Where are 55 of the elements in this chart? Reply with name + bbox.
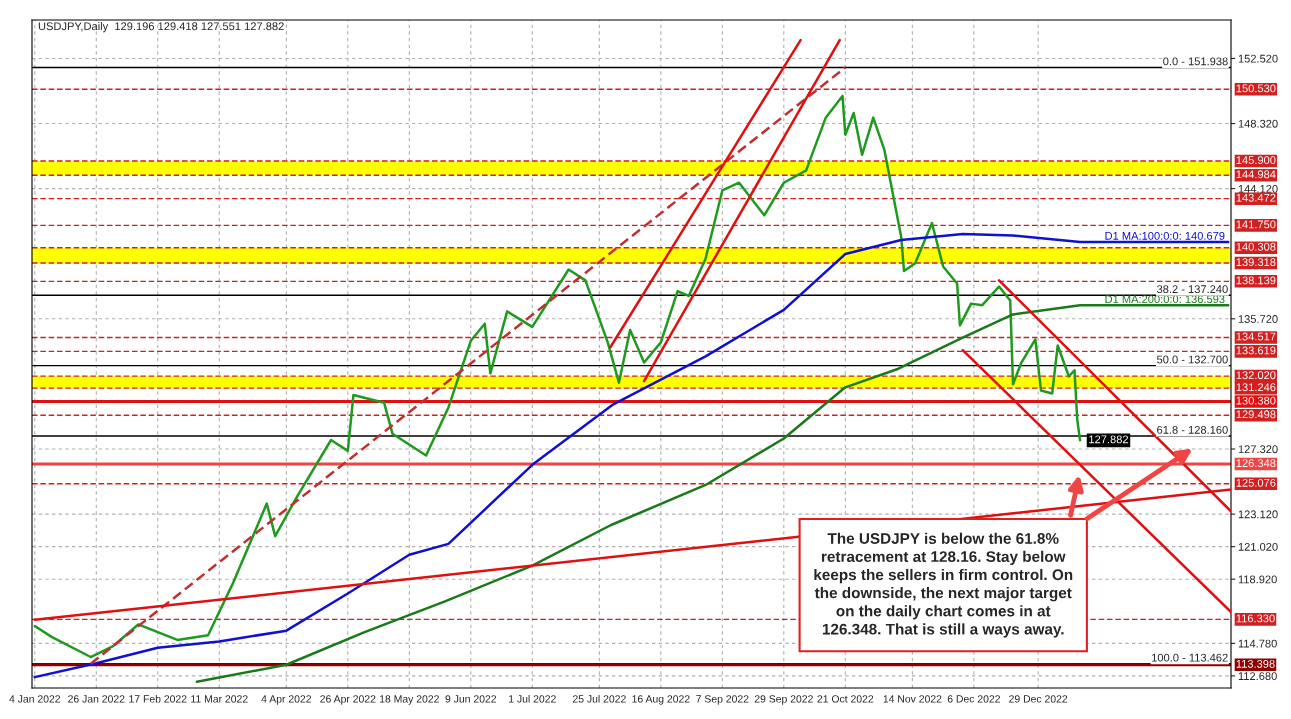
y-tick-label: 112.680 [1238,672,1277,681]
ref-line-label: 133.619 [1236,346,1276,355]
x-tick-label: 26 Jan 2022 [68,695,125,703]
x-tick-label: 14 Nov 2022 [883,695,942,703]
chart-title: USDJPY,Daily 129.196 129.418 127.551 127.882 [38,22,284,33]
x-tick-label: 21 Oct 2022 [817,695,874,703]
series-label: D1 MA:100:0:0: 140.679 [1105,231,1225,240]
x-tick-label: 18 May 2022 [379,695,439,705]
annotation: 0.0 - 151.938 [1163,57,1228,66]
ref-line-label: 131.246 [1236,383,1276,392]
ref-line-label: 129.498 [1236,410,1276,419]
ref-line-label: 125.076 [1236,478,1276,487]
x-tick-label: 4 Jan 2022 [9,695,61,703]
y-tick-label: 114.780 [1238,639,1277,648]
x-tick-label: 17 Feb 2022 [129,694,187,703]
x-tick-label: 9 Jun 2022 [445,695,497,703]
ref-line-label: 144.984 [1236,170,1276,179]
ref-line-label: 139.318 [1236,258,1276,267]
series-label: D1 MA:200:0:0: 136.593 [1105,295,1225,304]
ref-line-label: 116.330 [1236,614,1275,623]
annotation: 61.8 - 128.160 [1157,425,1228,434]
x-tick-label: 4 Apr 2022 [261,695,312,705]
annotation: The USDJPY is below the 61.8% retracement at 128.16. Stay below keeps the sellers in firm control. On the downside, the next major target on the daily chart comes in at 126.348. That is still a ways away. [814,532,1073,638]
x-tick-label: 29 Sep 2022 [754,695,813,705]
x-tick-label: 7 Sep 2022 [696,695,749,705]
y-tick-label: 152.520 [1238,54,1278,63]
y-tick-label: 135.720 [1238,315,1278,323]
x-tick-label: 1 Jul 2022 [509,694,556,703]
ref-line-label: 126.348 [1236,459,1276,468]
annotation: 100.0 - 113.462 [1152,653,1228,662]
annotation: 50.0 - 132.700 [1156,355,1228,364]
ref-line-label: 145.900 [1236,156,1276,165]
ref-line-label: 150.530 [1236,84,1276,93]
y-tick-label: 118.920 [1238,575,1277,584]
ref-line-label: 132.020 [1236,371,1276,380]
x-tick-label: 26 Apr 2022 [320,695,376,705]
x-tick-label: 29 Dec 2022 [1009,695,1068,703]
x-tick-label: 6 Dec 2022 [947,695,1000,703]
x-tick-label: 11 Mar 2022 [191,695,248,703]
x-tick-label: 25 Jul 2022 [572,694,626,703]
y-tick-label: 148.320 [1238,119,1278,128]
y-tick-label: 144.120 [1238,184,1278,193]
data-label: 127.882 [1089,435,1129,444]
y-tick-label: 127.320 [1238,445,1278,454]
y-tick-label: 121.020 [1238,542,1278,551]
annotation: 38.2 - 137.240 [1156,285,1228,294]
x-tick-label: 16 Aug 2022 [632,695,690,705]
ref-line-label: 140.308 [1236,242,1276,251]
ref-line-label: 143.472 [1236,193,1276,202]
ref-line-label: 134.517 [1236,332,1276,341]
ref-line-label: 130.380 [1236,396,1276,405]
ref-line-label: 113.398 [1236,659,1275,668]
y-tick-label: 123.120 [1238,510,1278,519]
ref-line-label: 138.139 [1236,276,1276,285]
ref-line-label: 141.750 [1236,220,1276,229]
